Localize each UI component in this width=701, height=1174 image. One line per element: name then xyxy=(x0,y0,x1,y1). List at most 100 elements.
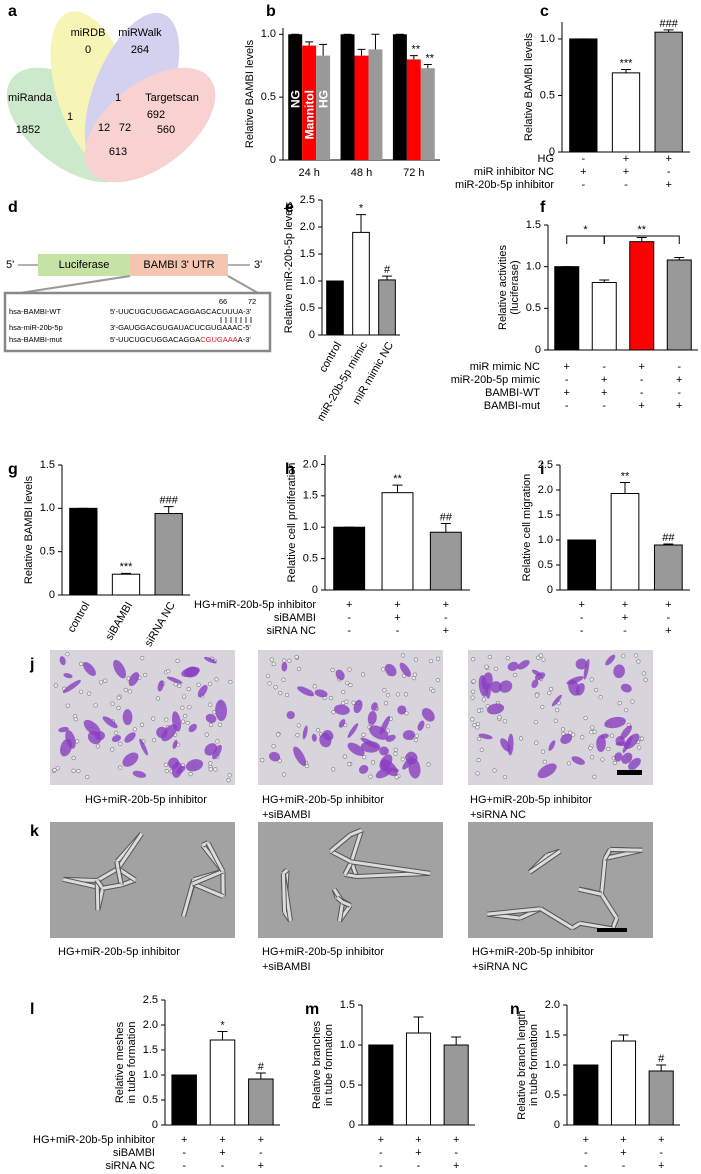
y-tick-label: 1.5 xyxy=(303,490,318,502)
pore xyxy=(72,714,78,719)
stained-cell xyxy=(347,723,359,738)
bar xyxy=(368,1044,394,1126)
error-bar xyxy=(636,237,647,242)
pore xyxy=(281,677,286,682)
stained-cell xyxy=(628,757,641,770)
pore xyxy=(215,739,220,744)
pore xyxy=(296,723,301,728)
condition-sign: + xyxy=(623,153,629,165)
error-bar xyxy=(255,1072,266,1079)
pore xyxy=(542,759,547,764)
significance-label: ** xyxy=(426,52,435,64)
sequence: 3'-GAUGGACGUGAUACUCGUGAAAC-5' xyxy=(110,323,251,332)
y-tick-label: 2.5 xyxy=(300,194,315,206)
y-tick-label: 0.5 xyxy=(300,302,315,314)
y-tick-label: 2.5 xyxy=(538,459,553,471)
pore xyxy=(555,708,560,713)
stained-cell xyxy=(571,756,585,765)
pore xyxy=(636,659,641,664)
significance-label: ### xyxy=(659,18,678,30)
stained-cell xyxy=(531,679,539,689)
x-tick-label: siRNA NC xyxy=(143,600,178,649)
stained-cell xyxy=(575,658,588,670)
pore xyxy=(600,757,605,762)
stained-cell xyxy=(197,684,208,698)
stained-cell xyxy=(124,732,136,743)
y-axis-label: Relative miR-20b-5p levels xyxy=(283,201,295,333)
y-tick-label: 0.5 xyxy=(538,559,553,571)
panel-label: e xyxy=(285,199,294,216)
stained-cell xyxy=(421,708,435,722)
pore xyxy=(624,708,629,713)
stained-cell xyxy=(113,659,127,679)
pore xyxy=(347,667,352,672)
pore xyxy=(87,691,92,696)
venn-set xyxy=(84,12,180,172)
tube xyxy=(600,893,619,920)
pore xyxy=(534,740,539,745)
condition-sign: - xyxy=(581,179,585,191)
y-axis-label: Relative activities xyxy=(497,245,509,330)
stained-cell xyxy=(161,724,177,742)
pore xyxy=(65,652,70,657)
pore xyxy=(151,738,157,743)
stained-cell xyxy=(614,752,623,762)
condition-sign: + xyxy=(620,1147,626,1159)
condition-sign: - xyxy=(677,361,681,373)
y-tick-label: 1.5 xyxy=(300,248,315,260)
pore xyxy=(497,715,502,720)
pore xyxy=(175,658,180,663)
pore xyxy=(114,730,119,736)
stained-cell xyxy=(172,739,178,749)
error-bar xyxy=(413,1016,424,1033)
pore xyxy=(181,694,187,699)
bar xyxy=(420,68,435,160)
bar xyxy=(378,279,396,336)
pore xyxy=(513,672,518,678)
pore xyxy=(571,732,576,737)
significance-label: ** xyxy=(393,473,402,485)
stained-cell xyxy=(507,733,514,756)
tube xyxy=(95,879,104,890)
pore xyxy=(331,767,336,772)
stained-cell xyxy=(620,725,633,740)
error-bar xyxy=(356,214,366,233)
stained-cell xyxy=(286,710,295,720)
bar xyxy=(333,526,366,591)
legend-label: Mannitol xyxy=(302,90,316,139)
stained-cell xyxy=(478,733,493,740)
bar xyxy=(406,59,421,160)
bar xyxy=(610,1040,637,1126)
stained-cell xyxy=(481,672,493,690)
pore xyxy=(151,716,156,721)
pore xyxy=(196,682,201,687)
stained-cell xyxy=(128,672,140,687)
pore xyxy=(362,755,367,760)
tube xyxy=(603,848,612,860)
bar xyxy=(111,573,141,596)
y-tick-label: 2.0 xyxy=(303,458,318,470)
pore xyxy=(518,736,524,741)
condition-sign: - xyxy=(623,625,627,637)
pore xyxy=(476,758,481,763)
pore xyxy=(484,664,489,669)
stained-cell xyxy=(58,726,69,733)
legend-label: NG xyxy=(288,90,302,108)
significance-label: * xyxy=(220,1019,225,1031)
pore xyxy=(228,679,233,685)
stained-cell xyxy=(498,680,513,693)
micrograph xyxy=(50,822,235,938)
pore xyxy=(589,730,594,735)
condition-sign: + xyxy=(620,1134,626,1146)
tube xyxy=(336,896,344,904)
panel-label: c xyxy=(540,3,549,20)
micrograph xyxy=(468,822,653,938)
pore xyxy=(180,719,186,724)
pore xyxy=(99,680,104,685)
x-tick-label: 24 h xyxy=(298,167,319,179)
bar xyxy=(666,259,692,351)
y-tick-label: 1.0 xyxy=(261,28,276,40)
stained-cell xyxy=(620,683,632,693)
bar xyxy=(611,72,641,153)
tube xyxy=(182,879,196,917)
